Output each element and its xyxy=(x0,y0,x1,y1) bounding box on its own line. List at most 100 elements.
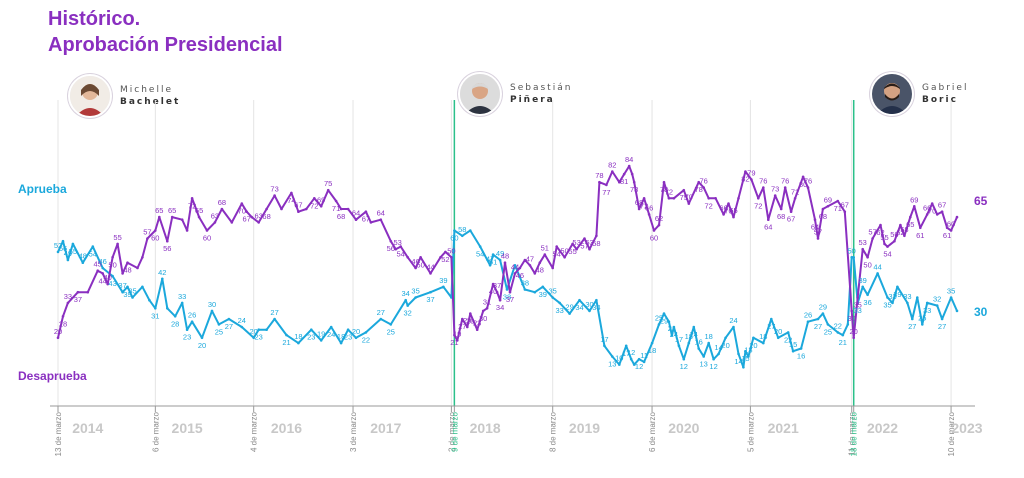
data-label-aprueba: 17 xyxy=(675,335,683,344)
data-point-desaprueba xyxy=(475,328,479,332)
data-point-desaprueba xyxy=(913,205,916,208)
data-label-desaprueba: 65 xyxy=(155,206,163,215)
data-point-aprueba xyxy=(642,360,646,364)
data-label-aprueba: 56 xyxy=(59,244,67,253)
data-label-desaprueba: 62 xyxy=(896,228,904,237)
data-point-aprueba xyxy=(56,250,60,254)
data-point-desaprueba xyxy=(523,258,527,262)
data-point-desaprueba xyxy=(126,261,129,265)
data-point-desaprueba xyxy=(141,255,144,259)
data-label-aprueba: 35 xyxy=(947,287,955,296)
x-tick-label: 2019 xyxy=(569,420,600,436)
data-label-desaprueba: 67 xyxy=(243,215,251,224)
legend-desaprueba: Desaprueba xyxy=(18,369,87,383)
data-label-desaprueba: 40 xyxy=(104,273,112,282)
data-point-desaprueba xyxy=(893,239,896,243)
data-label-desaprueba: 50 xyxy=(863,260,871,269)
data-label-desaprueba: 72 xyxy=(754,201,762,210)
data-point-desaprueba xyxy=(595,234,598,238)
data-label-desaprueba: 30 xyxy=(848,314,856,323)
data-label-desaprueba: 56 xyxy=(387,244,395,253)
data-point-aprueba xyxy=(762,341,765,345)
data-point-aprueba xyxy=(911,317,914,321)
data-point-aprueba xyxy=(429,290,432,294)
data-point-desaprueba xyxy=(702,186,705,189)
x-tick-label: 2016 xyxy=(271,420,302,436)
data-point-aprueba xyxy=(257,328,261,332)
data-point-aprueba xyxy=(841,333,845,337)
data-point-aprueba xyxy=(707,341,710,345)
data-point-desaprueba xyxy=(627,164,631,168)
data-point-aprueba xyxy=(273,317,276,321)
data-label-desaprueba: 69 xyxy=(317,195,325,204)
data-point-aprueba xyxy=(682,357,686,361)
data-point-aprueba xyxy=(154,307,157,310)
data-label-desaprueba: 40 xyxy=(489,287,497,296)
data-point-desaprueba xyxy=(86,290,90,294)
data-label-desaprueba: 57 xyxy=(814,228,822,237)
data-point-desaprueba xyxy=(319,205,323,208)
data-point-desaprueba xyxy=(779,207,783,211)
data-point-desaprueba xyxy=(414,266,417,270)
data-label-desaprueba: 66 xyxy=(645,203,653,212)
data-point-desaprueba xyxy=(158,215,161,219)
data-label-desaprueba: 37 xyxy=(74,295,82,304)
data-label-aprueba: 24 xyxy=(690,330,698,339)
data-point-aprueba xyxy=(210,309,214,313)
data-label-aprueba: 36 xyxy=(863,298,871,307)
data-point-desaprueba xyxy=(563,255,566,259)
data-point-aprueba xyxy=(101,266,104,270)
data-point-aprueba xyxy=(836,331,840,334)
data-point-aprueba xyxy=(513,264,517,267)
data-point-desaprueba xyxy=(56,336,60,340)
data-label-desaprueba: 31 xyxy=(483,297,491,306)
data-label-desaprueba: 48 xyxy=(501,252,509,261)
data-label-desaprueba: 55 xyxy=(568,247,576,256)
data-label-desaprueba: 72 xyxy=(705,201,713,210)
data-label-desaprueba: 53 xyxy=(859,238,867,247)
data-point-aprueba xyxy=(61,239,65,243)
data-point-desaprueba xyxy=(611,170,614,173)
data-point-aprueba xyxy=(744,349,747,353)
data-label-desaprueba: 67 xyxy=(294,201,302,210)
data-point-aprueba xyxy=(850,255,853,259)
data-label-aprueba: 18 xyxy=(337,332,345,341)
data-point-aprueba xyxy=(111,274,114,278)
data-point-desaprueba xyxy=(466,325,469,329)
data-label-desaprueba: 55 xyxy=(880,233,888,242)
data-point-desaprueba xyxy=(588,247,591,251)
data-label-aprueba: 23 xyxy=(183,333,191,342)
data-label-desaprueba: 68 xyxy=(262,212,270,221)
data-point-desaprueba xyxy=(389,239,393,243)
data-label-desaprueba: 21 xyxy=(450,338,458,347)
data-point-aprueba xyxy=(886,296,889,299)
data-label-desaprueba: 63 xyxy=(211,211,219,220)
data-label-desaprueba: 84 xyxy=(625,155,633,164)
data-point-aprueba xyxy=(632,363,636,366)
data-point-desaprueba xyxy=(61,315,65,318)
data-point-desaprueba xyxy=(909,215,912,219)
x-tick-label: 2021 xyxy=(768,420,799,436)
data-point-aprueba xyxy=(131,296,134,299)
data-label-desaprueba: 56 xyxy=(890,230,898,239)
data-point-desaprueba xyxy=(538,261,542,265)
legend-aprueba: Aprueba xyxy=(18,182,67,196)
data-label-desaprueba: 62 xyxy=(655,214,663,223)
data-label-aprueba: 55 xyxy=(69,247,77,256)
data-point-desaprueba xyxy=(513,272,517,275)
data-label-desaprueba: 37 xyxy=(493,281,501,290)
data-label-desaprueba: 58 xyxy=(900,225,908,234)
data-point-aprueba xyxy=(955,309,959,313)
data-label-desaprueba: 52 xyxy=(441,255,449,264)
date-marker-label: 5 de marzo xyxy=(746,411,755,452)
date-marker-label: 3 de marzo xyxy=(349,411,358,452)
data-label-desaprueba: 69 xyxy=(910,195,918,204)
data-label-aprueba: 32 xyxy=(933,295,941,304)
data-point-aprueba xyxy=(541,285,545,289)
data-point-aprueba xyxy=(329,325,333,329)
data-point-desaprueba xyxy=(297,210,300,213)
data-point-aprueba xyxy=(71,242,75,246)
data-label-aprueba: 28 xyxy=(171,319,179,328)
data-label-aprueba: 58 xyxy=(458,225,466,234)
data-label-desaprueba: 19 xyxy=(453,329,461,338)
